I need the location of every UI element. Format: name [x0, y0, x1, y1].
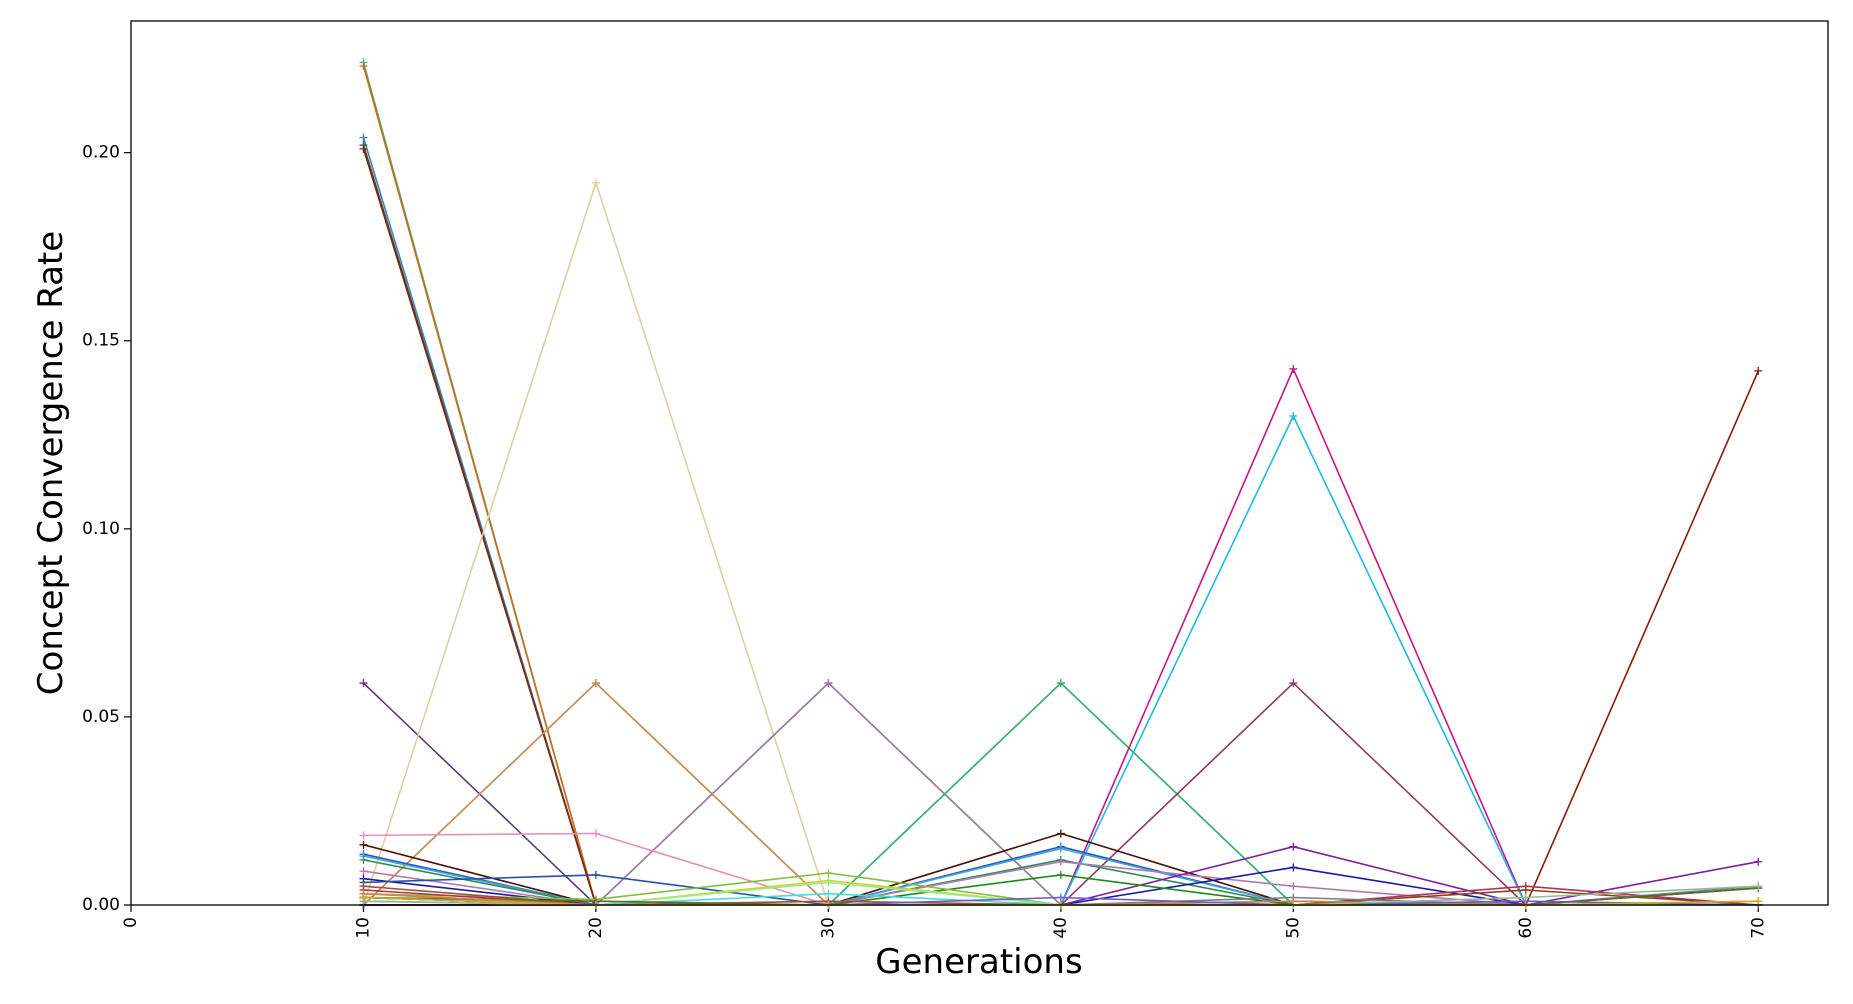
data-point-marker — [591, 178, 600, 187]
x-axis-title: Generations — [875, 942, 1082, 982]
data-point-marker — [824, 869, 833, 878]
data-point-marker — [1289, 364, 1298, 373]
data-point-marker — [824, 889, 833, 898]
data-point-marker — [1289, 411, 1298, 420]
data-point-marker — [591, 679, 600, 688]
data-point-marker — [359, 144, 368, 153]
data-point-marker — [359, 62, 368, 71]
y-axis-ticks: 0.00 0.05 0.10 0.15 0.20 — [82, 143, 131, 915]
x-tick-label: 0 — [121, 917, 141, 928]
data-point-marker — [359, 855, 368, 864]
data-point-marker — [359, 133, 368, 142]
data-point-marker — [1056, 857, 1065, 866]
plot-area — [131, 21, 1828, 905]
x-tick-label: 30 — [818, 917, 838, 939]
data-point-marker — [359, 679, 368, 688]
data-point-marker — [359, 867, 368, 876]
x-tick-label: 20 — [586, 917, 606, 939]
data-point-marker — [1754, 882, 1763, 891]
data-point-marker — [1289, 842, 1298, 851]
data-point-marker — [359, 893, 368, 902]
data-point-marker — [591, 870, 600, 879]
x-tick-label: 50 — [1283, 917, 1303, 939]
data-point-marker — [1289, 863, 1298, 872]
x-tick-label: 70 — [1748, 917, 1768, 939]
x-tick-label: 60 — [1516, 917, 1536, 939]
data-point-marker — [1289, 679, 1298, 688]
x-tick-label: 40 — [1051, 917, 1071, 939]
data-point-marker — [1056, 870, 1065, 879]
y-tick-label: 0.20 — [82, 143, 120, 163]
data-point-marker — [359, 882, 368, 891]
y-tick-label: 0.00 — [82, 895, 120, 915]
data-point-marker — [1754, 897, 1763, 906]
y-tick-label: 0.15 — [82, 331, 120, 351]
data-point-marker — [359, 840, 368, 849]
data-point-marker — [1056, 829, 1065, 838]
x-tick-label: 10 — [353, 917, 373, 939]
y-axis-title: Concept Convergence Rate — [31, 231, 71, 695]
data-point-marker — [1056, 893, 1065, 902]
y-tick-label: 0.05 — [82, 707, 120, 727]
data-point-marker — [1521, 885, 1530, 894]
data-point-marker — [1289, 882, 1298, 891]
data-point-marker — [1056, 679, 1065, 688]
data-point-marker — [1754, 857, 1763, 866]
data-point-marker — [359, 831, 368, 840]
plot-frame — [130, 20, 1829, 906]
data-point-marker — [1754, 366, 1763, 375]
data-point-marker — [591, 829, 600, 838]
data-point-marker — [824, 878, 833, 887]
data-point-marker — [824, 679, 833, 688]
data-point-marker — [1056, 844, 1065, 853]
data-point-marker — [1521, 893, 1530, 902]
y-tick-label: 0.10 — [82, 519, 120, 539]
x-axis-ticks: 0 10 20 30 40 50 60 70 — [121, 905, 1768, 939]
